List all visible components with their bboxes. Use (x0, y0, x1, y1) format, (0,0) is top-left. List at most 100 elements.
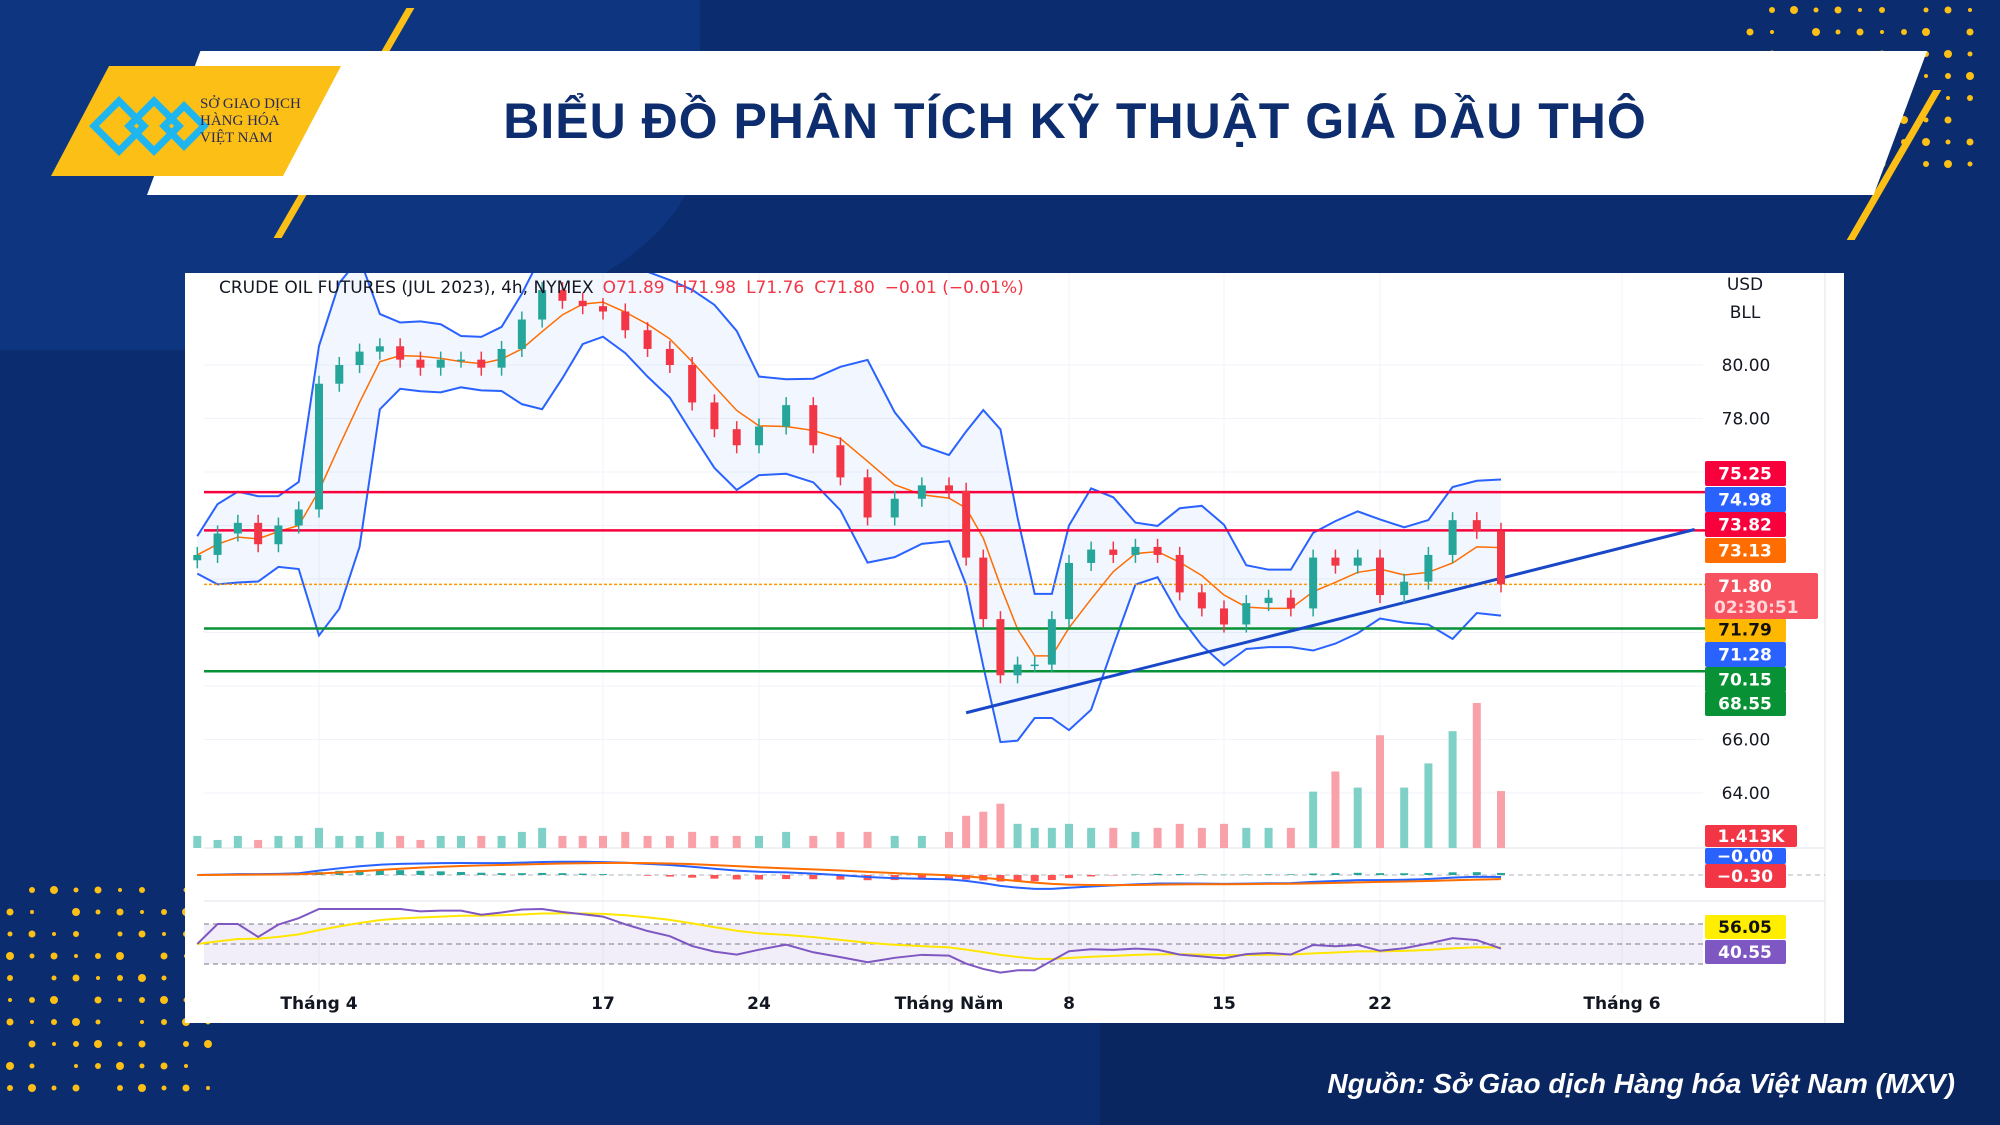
volume-bar (1400, 787, 1409, 848)
candle (755, 426, 763, 446)
macd-histogram-bar (945, 875, 953, 880)
decor-dot (117, 1085, 123, 1091)
decor-dot (96, 976, 100, 980)
bar-countdown: 02:30:51 (1714, 598, 1799, 618)
decor-dot (8, 998, 12, 1002)
macd-histogram-bar (1047, 875, 1056, 881)
y-tick-label: 66.00 (1722, 731, 1771, 751)
decor-dot (74, 1064, 78, 1068)
bollinger-upper (196, 273, 1502, 595)
macd-histogram-bar (599, 874, 607, 875)
decor-dot (182, 1084, 190, 1092)
volume-bar (375, 831, 384, 848)
decor-dot (1834, 6, 1842, 14)
macd-histogram-bar (809, 875, 818, 880)
price-chart[interactable]: USD BLL 80.00 78.00 66.00 64.00 Tháng 4 17 24 Thá… (185, 273, 1844, 1023)
price-label-bg (1705, 512, 1786, 537)
candle (416, 359, 425, 368)
decor-dot (184, 1064, 188, 1068)
legend-open: O71.89 (603, 278, 665, 298)
candle (599, 306, 607, 312)
volume-bar (578, 835, 587, 848)
volume-label: 1.413K (1718, 827, 1786, 847)
x-tick-label: Tháng Năm (895, 994, 1004, 1014)
macd-histogram-bar (1065, 875, 1073, 879)
decor-dot (138, 930, 146, 938)
volume-bar (254, 839, 263, 848)
candle (1109, 549, 1118, 555)
decor-dot (116, 908, 124, 916)
decor-dot (1966, 138, 1974, 146)
decor-dot (117, 931, 123, 937)
chart-panel[interactable]: USD BLL 80.00 78.00 66.00 64.00 Tháng 4 17 24 Thá… (185, 273, 1844, 1023)
candle (1448, 520, 1457, 555)
candle (1013, 664, 1022, 676)
volume-bar (1065, 823, 1073, 848)
candle (233, 522, 242, 534)
volume-bar (979, 811, 988, 848)
macd-histogram-bar (1497, 872, 1505, 875)
decor-dot (72, 1084, 80, 1092)
decor-dot (7, 975, 13, 981)
volume-bar (538, 827, 547, 848)
volume-bar (621, 831, 630, 848)
decor-dot (73, 887, 79, 893)
candle (688, 365, 697, 403)
decor-dot (1746, 28, 1754, 36)
candle (1030, 664, 1039, 667)
candle (558, 290, 567, 301)
decor-dot (1966, 28, 1974, 36)
decor-dot (139, 1063, 145, 1069)
candle (710, 402, 719, 430)
decor-dot (161, 909, 167, 915)
candle (477, 359, 486, 368)
macd-histogram-bar (1400, 873, 1409, 875)
decor-dot (161, 975, 167, 981)
decor-dot (7, 1085, 13, 1091)
source-caption: Nguồn: Sở Giao dịch Hàng hóa Việt Nam (M… (1327, 1068, 1955, 1099)
macd-histogram-bar (782, 875, 791, 880)
volume-bar (688, 831, 697, 848)
candle (436, 359, 445, 368)
volume-bar (962, 815, 971, 848)
decor-dot (28, 1084, 36, 1092)
decor-dot (72, 908, 80, 916)
candle (578, 300, 587, 307)
volume-bar (396, 835, 405, 848)
macd-histogram-bar (732, 875, 741, 880)
macd-label: −0.30 (1717, 867, 1773, 887)
macd-histogram-bar (710, 875, 719, 879)
macd-histogram-bar (1197, 874, 1206, 875)
volume-bar (732, 835, 741, 848)
legend-symbol: CRUDE OIL FUTURES (JUL 2023), 4h, NYMEX (219, 278, 594, 298)
volume-bar (643, 835, 652, 848)
macd-histogram-bar (355, 870, 364, 875)
volume-bar (945, 831, 953, 848)
page-title: BIỂU ĐỒ PHÂN TÍCH KỸ THUẬT GIÁ DẦU THÔ (503, 93, 1647, 149)
macd-histogram-bar (558, 873, 567, 875)
candle (962, 490, 971, 558)
volume-bar (836, 831, 845, 848)
volume-bar (890, 835, 899, 848)
macd-histogram-bar (497, 873, 506, 875)
decor-dot (138, 1084, 146, 1092)
candle (665, 348, 674, 365)
logo (51, 66, 341, 176)
decor-dot (160, 996, 168, 1004)
candle (836, 445, 845, 478)
volume-bar (457, 835, 465, 848)
macd-histogram-bar (836, 875, 845, 880)
decor-dot (161, 1019, 167, 1025)
volume-bar (863, 831, 872, 848)
macd-signal-line (197, 861, 1502, 887)
volume-bar (1131, 831, 1140, 848)
macd-histogram-bar (1331, 873, 1340, 875)
decor-dot (1901, 139, 1907, 145)
macd-histogram-bar (996, 875, 1005, 882)
candle (1376, 557, 1384, 596)
macd-histogram-bar (578, 873, 587, 875)
price-label: 75.25 (1718, 465, 1772, 485)
candle (274, 525, 283, 545)
volume-bar (1030, 827, 1039, 848)
decor-dot (1858, 8, 1862, 12)
